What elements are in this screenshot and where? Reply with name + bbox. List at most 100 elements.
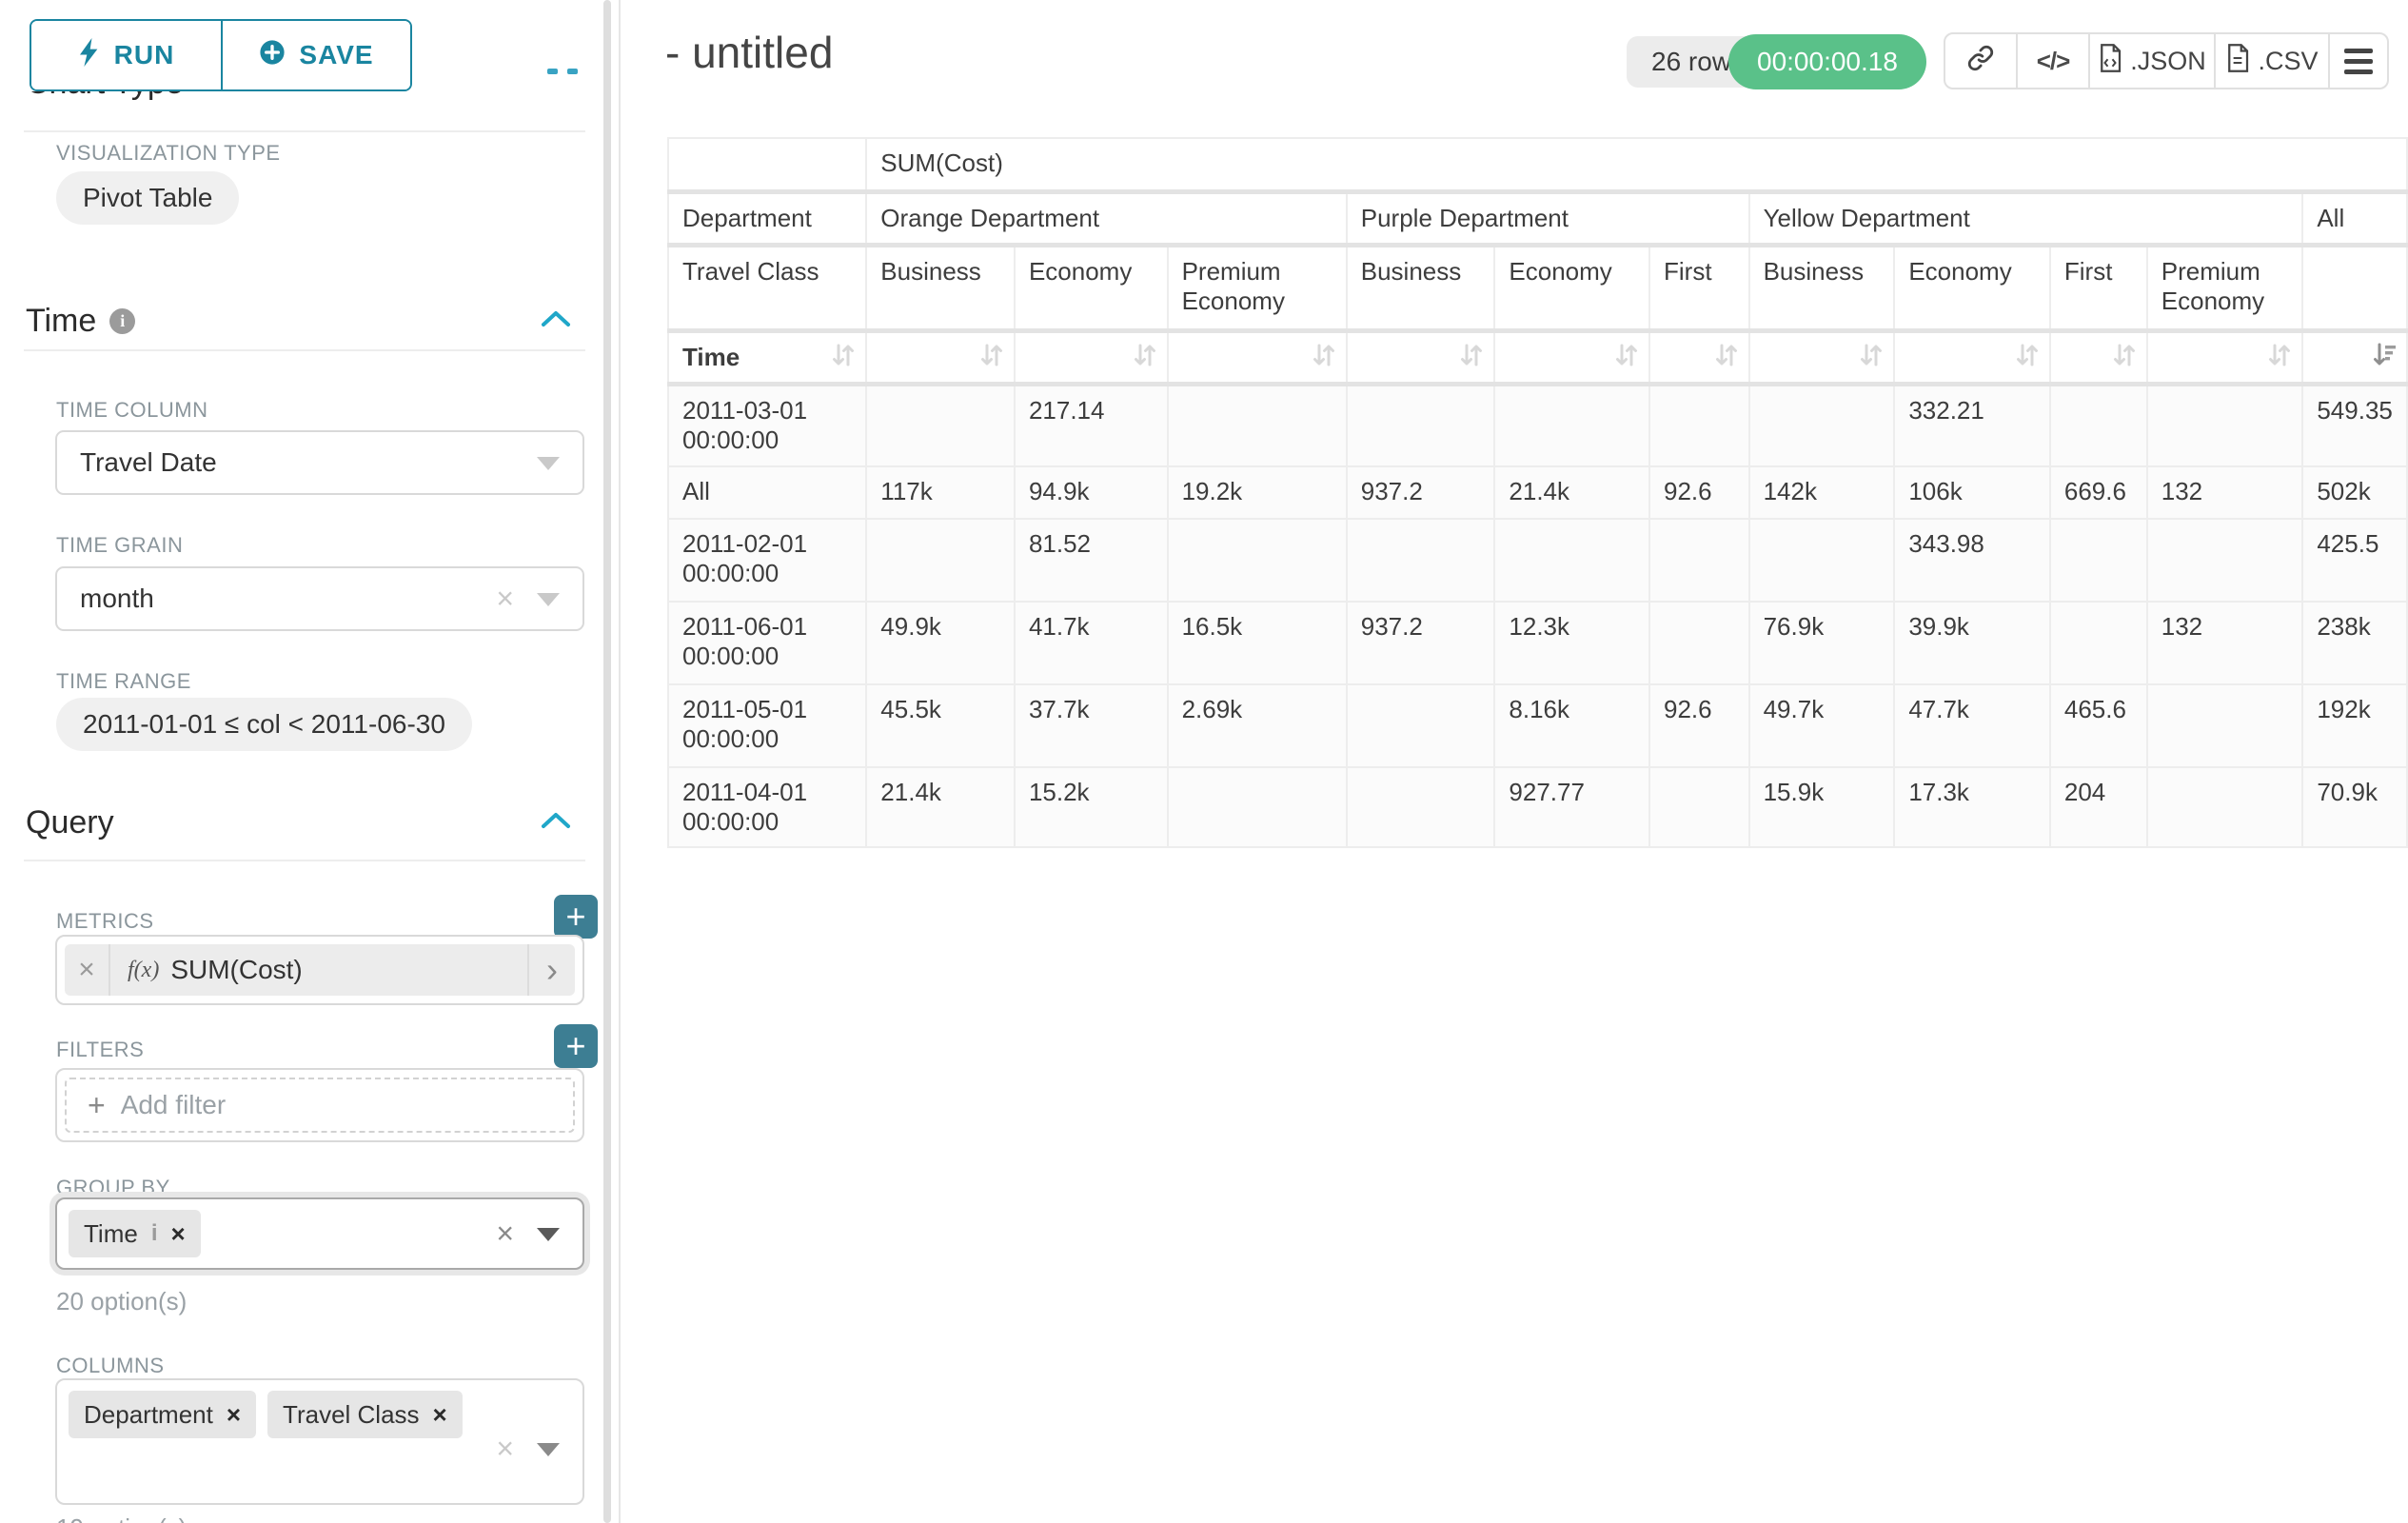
run-save-button-group: RUN SAVE [30,19,412,91]
add-filter-plus-button[interactable]: + [554,1024,598,1068]
remove-tag-icon[interactable]: × [432,1399,447,1429]
metric-pill[interactable]: × f(x) SUM(Cost) › [65,944,575,996]
pivot-value-cell [1648,601,1750,685]
x-clear-icon[interactable]: × [496,581,514,616]
info-icon[interactable]: i [150,1220,158,1246]
pivot-value-cell [1747,518,1896,603]
sort-arrows-icon[interactable] [2110,341,2139,369]
tag-label: Time [84,1218,138,1248]
embed-code-button[interactable]: </> [2018,34,2090,88]
x-clear-icon[interactable]: × [496,1431,514,1466]
sort-arrows-icon[interactable] [1310,341,1338,369]
pivot-value-cell [1345,383,1496,467]
pivot-group-header: All [2301,190,2408,247]
sort-arrows-icon[interactable] [2265,341,2294,369]
pivot-value-cell: 41.7k [1013,601,1169,685]
pivot-value-cell [2048,601,2148,685]
pivot-value-cell: 19.2k [1166,465,1348,520]
columns-tag[interactable]: Department × [69,1391,257,1438]
share-link-button[interactable] [1945,34,2018,88]
sort-arrows-icon[interactable] [977,341,1006,369]
add-metric-button[interactable]: + [554,895,598,939]
time-grain-select[interactable]: month × [55,566,584,631]
pivot-table: SUM(Cost) Department Orange Department Purp… [666,137,2408,848]
sort-arrows-icon[interactable] [829,341,858,369]
pivot-value-cell: 94.9k [1013,465,1169,520]
pivot-value-cell: 15.9k [1747,766,1896,848]
pivot-sort-cell [1166,329,1348,386]
run-button-label: RUN [113,40,175,69]
menu-button[interactable] [2330,34,2387,88]
pivot-value-cell: 76.9k [1747,601,1896,685]
time-range-label: TIME RANGE [56,669,191,693]
caret-down-icon [537,457,560,470]
pivot-group-header: Orange Department [865,190,1348,247]
file-json-icon [2098,43,2122,79]
pivot-sort-cell [1648,329,1750,386]
export-csv-label: .CSV [2258,46,2319,75]
tag-label: Travel Class [283,1399,420,1429]
caret-down-icon [537,1228,560,1241]
sort-arrows-icon[interactable] [1857,341,1885,369]
pivot-col-header [2301,244,2408,333]
pivot-col-header: Economy [1493,244,1650,333]
pivot-value-cell [1345,683,1496,768]
query-timer-badge: 00:00:00.18 [1728,34,1926,89]
chevron-up-icon[interactable] [540,810,572,836]
remove-tag-icon[interactable]: × [170,1218,186,1248]
pivot-value-cell [2145,518,2304,603]
sort-arrows-icon[interactable] [1612,341,1641,369]
run-button[interactable]: RUN [31,21,221,89]
remove-metric-icon[interactable]: × [65,944,110,996]
chevron-right-icon[interactable]: › [527,944,575,996]
pivot-row-label: All [666,465,868,520]
sort-desc-icon[interactable] [2370,341,2398,369]
pivot-value-cell [1493,518,1650,603]
time-column-select[interactable]: Travel Date [55,430,584,495]
columns-select[interactable]: Department × Travel Class × × [55,1378,584,1505]
pivot-value-cell: 132 [2145,601,2304,685]
pivot-sort-cell [1345,329,1496,386]
pivot-value-cell: 332.21 [1893,383,2051,467]
pivot-row-label: 2011-06-01 00:00:00 [666,601,868,685]
pivot-row-label: 2011-03-01 00:00:00 [666,383,868,467]
x-clear-icon[interactable]: × [496,1216,514,1251]
panel-divider[interactable] [619,0,621,1523]
pivot-value-cell [1648,766,1750,848]
pivot-value-cell: 502k [2301,465,2408,520]
pivot-time-label: Time [682,342,740,371]
pivot-value-cell: 2.69k [1166,683,1348,768]
pivot-value-cell: 17.3k [1893,766,2051,848]
pivot-value-cell: 937.2 [1345,601,1496,685]
group-by-select[interactable]: Time i × × [55,1197,584,1270]
time-range-pill[interactable]: 2011-01-01 ≤ col < 2011-06-30 [56,698,472,751]
sort-arrows-icon[interactable] [2013,341,2042,369]
sort-arrows-icon[interactable] [1457,341,1486,369]
columns-tag[interactable]: Travel Class × [267,1391,463,1438]
group-by-tag[interactable]: Time i × [69,1210,201,1257]
clipped-icon-dots [547,69,558,74]
caret-down-icon [537,593,560,606]
sidebar-scrollbar[interactable] [603,0,611,1523]
pivot-sort-cell: Time [666,329,868,386]
pivot-value-cell: 549.35 [2301,383,2408,467]
tag-label: Department [84,1399,213,1429]
info-circle-icon[interactable]: i [109,308,136,334]
pivot-value-cell: 21.4k [1493,465,1650,520]
chart-title[interactable]: - untitled [665,28,834,77]
pivot-value-cell: 49.9k [865,601,1016,685]
sort-arrows-icon[interactable] [1712,341,1741,369]
visualization-type-label: VISUALIZATION TYPE [56,141,281,165]
pivot-sort-cell [865,329,1016,386]
pivot-sort-cell [1893,329,2051,386]
remove-tag-icon[interactable]: × [226,1399,242,1429]
export-csv-button[interactable]: .CSV [2216,34,2330,88]
export-json-button[interactable]: .JSON [2090,34,2216,88]
visualization-type-pill[interactable]: Pivot Table [56,171,240,225]
save-button[interactable]: SAVE [221,21,410,89]
chevron-up-icon[interactable] [540,308,572,334]
pivot-value-cell: 39.9k [1893,601,2051,685]
sort-arrows-icon[interactable] [1131,341,1159,369]
add-filter-button[interactable]: + Add filter [65,1078,575,1133]
chart-result-panel: - untitled 26 rows 00:00:00.18 </> .JSON… [621,0,2408,1523]
